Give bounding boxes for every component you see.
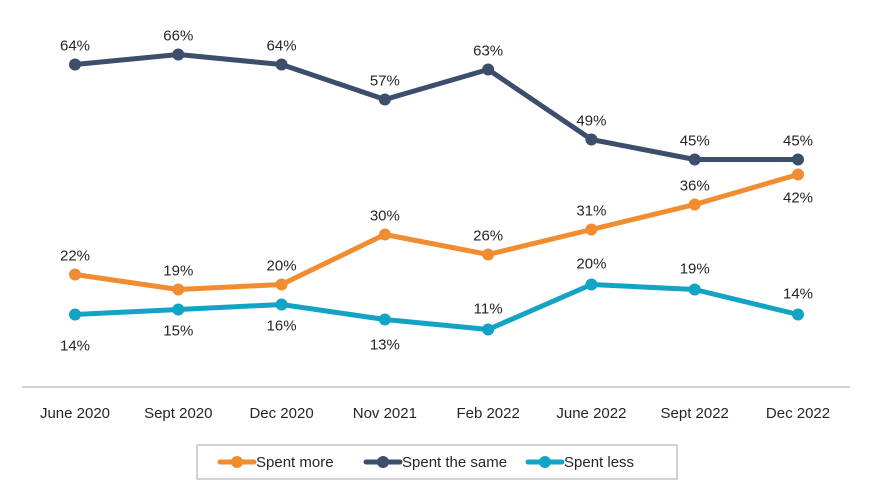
point-spent-less-3: [275, 298, 288, 311]
point-spent-more-6: [585, 223, 598, 236]
x-tick-label-8: Dec 2022: [766, 405, 830, 422]
point-spent-more-7: [688, 198, 701, 211]
data-label-spent-more-2: 19%: [163, 263, 193, 280]
point-spent-more-4: [378, 228, 391, 241]
data-label-spent-the-same-2: 66%: [163, 28, 193, 45]
legend: Spent more Spent the same Spent less: [196, 444, 678, 480]
data-label-spent-less-2: 15%: [163, 323, 193, 340]
data-label-spent-more-4: 30%: [370, 208, 400, 225]
point-spent-more-1: [69, 268, 81, 281]
data-label-spent-less-1: 14%: [60, 338, 90, 355]
data-label-spent-more-7: 36%: [680, 178, 710, 195]
legend-marker-spent-less: [539, 456, 551, 468]
point-spent-more-8: [792, 168, 804, 181]
data-label-spent-more-3: 20%: [267, 258, 297, 275]
legend-marker-spent-the-same: [377, 456, 389, 468]
point-spent-the-same-5: [482, 63, 495, 76]
point-spent-the-same-7: [688, 153, 701, 166]
x-tick-label-5: Feb 2022: [456, 405, 519, 422]
series-line-spent-less: [72, 282, 801, 332]
data-label-spent-more-5: 26%: [473, 228, 503, 245]
point-spent-the-same-6: [585, 133, 598, 146]
x-tick-label-1: June 2020: [40, 405, 110, 422]
data-label-spent-the-same-7: 45%: [680, 133, 710, 150]
data-label-spent-less-6: 20%: [576, 256, 606, 273]
data-label-spent-the-same-4: 57%: [370, 73, 400, 90]
data-label-spent-the-same-1: 64%: [60, 38, 90, 55]
data-label-spent-the-same-3: 64%: [267, 38, 297, 55]
x-tick-label-7: Sept 2022: [661, 405, 729, 422]
point-spent-the-same-3: [275, 58, 288, 71]
point-spent-more-2: [172, 283, 185, 296]
legend-item-spent-more: Spent more: [217, 454, 334, 471]
data-label-spent-less-5: 11%: [474, 301, 503, 318]
point-spent-the-same-4: [378, 93, 391, 106]
legend-label-spent-more: Spent more: [256, 454, 334, 471]
legend-label-spent-the-same: Spent the same: [402, 454, 507, 471]
data-label-spent-more-6: 31%: [576, 203, 606, 220]
x-tick-label-3: Dec 2020: [249, 405, 313, 422]
x-tick-label-2: Sept 2020: [144, 405, 212, 422]
data-label-spent-more-8: 42%: [783, 190, 813, 207]
series-spent-less: 14% 15% 16% 13% 11% 20% 19% 14%: [60, 256, 813, 355]
x-tick-label-4: Nov 2021: [353, 405, 417, 422]
series-line-spent-the-same: [72, 52, 801, 162]
point-spent-more-5: [482, 248, 495, 261]
point-spent-less-1: [69, 308, 81, 321]
data-label-spent-less-8: 14%: [783, 286, 813, 303]
data-label-spent-the-same-8: 45%: [783, 133, 813, 150]
x-axis-ticks: June 2020 Sept 2020 Dec 2020 Nov 2021 Feb 20…: [40, 405, 830, 422]
data-label-spent-the-same-6: 49%: [576, 113, 606, 130]
data-label-spent-more-1: 22%: [60, 248, 90, 265]
point-spent-the-same-1: [69, 58, 81, 71]
point-spent-the-same-2: [172, 48, 185, 61]
legend-label-spent-less: Spent less: [564, 454, 634, 471]
point-spent-less-6: [585, 278, 598, 291]
series-spent-the-same: 64% 66% 64% 57% 63% 49% 45% 45%: [60, 28, 813, 166]
legend-box: [196, 444, 678, 480]
point-spent-less-5: [482, 323, 495, 336]
legend-item-spent-less: Spent less: [525, 454, 634, 471]
series-line-spent-more: [72, 172, 801, 292]
x-tick-label-6: June 2022: [556, 405, 626, 422]
data-label-spent-the-same-5: 63%: [473, 43, 503, 60]
point-spent-more-3: [275, 278, 288, 291]
point-spent-the-same-8: [792, 153, 804, 166]
legend-marker-spent-more: [231, 456, 243, 468]
series-spent-more: 22% 19% 20% 30% 26% 31% 36% 42%: [60, 168, 813, 296]
legend-item-spent-the-same: Spent the same: [363, 454, 507, 471]
data-label-spent-less-3: 16%: [267, 318, 297, 335]
point-spent-less-2: [172, 303, 185, 316]
data-label-spent-less-7: 19%: [680, 261, 710, 278]
point-spent-less-7: [688, 283, 701, 296]
data-label-spent-less-4: 13%: [370, 337, 400, 354]
point-spent-less-4: [378, 313, 391, 326]
series-layer: 22% 19% 20% 30% 26% 31% 36% 42% 64% 66% 64% 57% 63% 4…: [60, 28, 813, 355]
point-spent-less-8: [792, 308, 804, 321]
